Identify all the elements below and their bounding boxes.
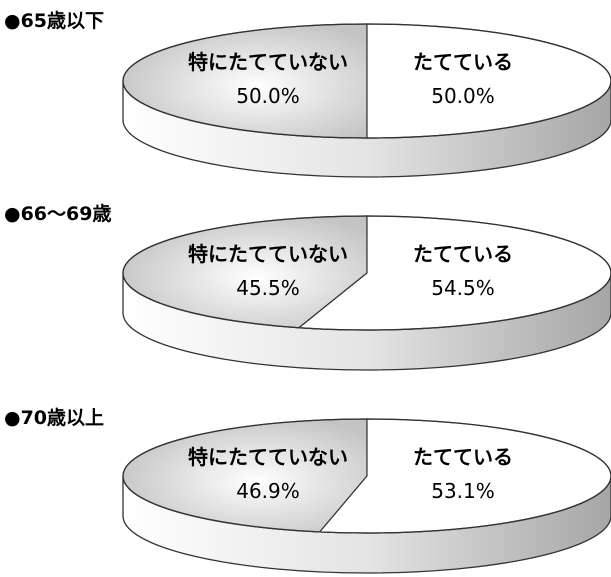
chart-title: ●65歳以下 (4, 10, 104, 32)
slice-label: たてている (413, 50, 513, 74)
slice-label: たてている (413, 242, 513, 266)
chart-title: ●66〜69歳 (4, 203, 111, 225)
slice-label: たてている (413, 445, 513, 469)
slice-label: 特にたてていない (188, 242, 348, 266)
slice-label: 特にたてていない (188, 50, 348, 74)
slice-value-label: 54.5% (431, 276, 495, 300)
slice-value-label: 46.9% (236, 479, 300, 503)
chart-title: ●70歳以上 (4, 407, 104, 429)
slice-value-label: 53.1% (431, 479, 495, 503)
slice-value-label: 50.0% (431, 84, 495, 108)
pie-outline (122, 215, 611, 331)
slice-value-label: 50.0% (236, 84, 300, 108)
slice-label: 特にたてていない (188, 445, 348, 469)
slice-value-label: 45.5% (236, 276, 300, 300)
pie-outline (122, 418, 611, 534)
pie-outline (122, 23, 611, 139)
